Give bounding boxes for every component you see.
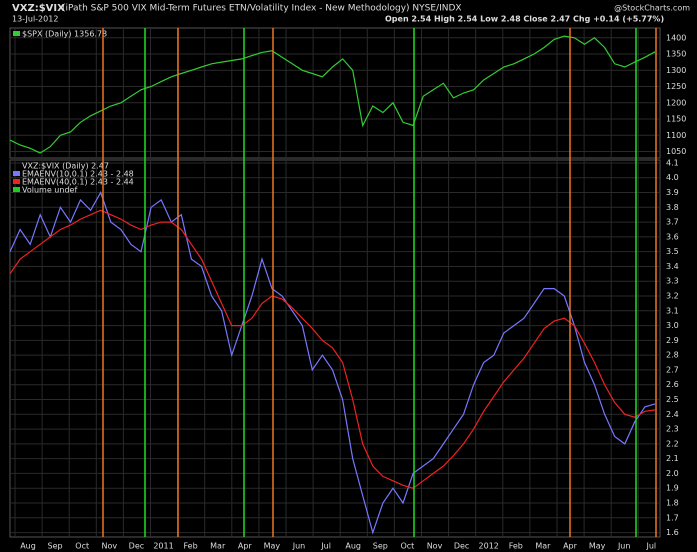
x-tick-label: Apr bbox=[238, 542, 253, 551]
source: @StockCharts.com bbox=[614, 4, 690, 13]
y-tick-label: 3.5 bbox=[666, 247, 679, 256]
y-tick-label: 4.0 bbox=[666, 173, 679, 182]
x-tick-label: Sep bbox=[373, 542, 388, 551]
y-tick-label: 2.3 bbox=[666, 425, 679, 434]
x-tick-label: 2012 bbox=[479, 542, 499, 551]
x-tick-label: Nov bbox=[101, 542, 117, 551]
y-tick-label: 3.8 bbox=[666, 203, 679, 212]
x-tick-label: 2011 bbox=[153, 542, 173, 551]
y-tick-label: 3.1 bbox=[666, 306, 679, 315]
y-tick-label: 1250 bbox=[666, 82, 686, 91]
chart-title: VXZ:$VIX bbox=[12, 3, 65, 14]
y-tick-label: 2.7 bbox=[666, 365, 679, 374]
subtitle: (iPath S&P 500 VIX Mid-Term Futures ETN/… bbox=[62, 4, 462, 14]
panel-title: VXZ:$VIX (Daily) 2.47 bbox=[22, 162, 109, 171]
bottom-panel bbox=[9, 159, 661, 538]
y-tick-label: 2.2 bbox=[666, 439, 679, 448]
y-tick-label: 3.6 bbox=[666, 232, 679, 241]
y-tick-label: 3.7 bbox=[666, 218, 679, 227]
y-tick-label: 1.8 bbox=[666, 498, 679, 507]
y-tick-label: 3.9 bbox=[666, 188, 679, 197]
y-tick-label: 1100 bbox=[666, 131, 686, 140]
y-tick-label: 2.0 bbox=[666, 469, 679, 478]
legend-label: Volume undef bbox=[22, 186, 77, 195]
x-tick-label: Aug bbox=[20, 542, 36, 551]
y-tick-label: 3.4 bbox=[666, 262, 679, 271]
x-tick-label: Apr bbox=[563, 542, 578, 551]
x-tick-label: Mar bbox=[210, 542, 226, 551]
y-tick-label: 1050 bbox=[666, 147, 686, 156]
x-tick-label: May bbox=[589, 542, 606, 551]
y-tick-label: 2.1 bbox=[666, 454, 679, 463]
y-tick-label: 1400 bbox=[666, 33, 686, 42]
legend-label: EMAENV(40,0.1) 2.43 - 2.44 bbox=[22, 178, 134, 187]
y-tick-label: 1200 bbox=[666, 98, 686, 107]
x-tick-label: Oct bbox=[75, 542, 89, 551]
y-tick-label: 3.3 bbox=[666, 277, 679, 286]
x-tick-label: Mar bbox=[535, 542, 551, 551]
legend-swatch bbox=[13, 179, 20, 184]
legend-swatch bbox=[13, 171, 20, 176]
x-tick-label: May bbox=[264, 542, 281, 551]
legend-swatch bbox=[13, 31, 20, 36]
x-tick-label: Nov bbox=[427, 542, 443, 551]
x-tick-label: Feb bbox=[509, 542, 523, 551]
x-tick-label: Dec bbox=[129, 542, 144, 551]
top-panel bbox=[9, 27, 661, 159]
y-tick-label: 4.1 bbox=[666, 158, 679, 167]
x-tick-label: Oct bbox=[400, 542, 414, 551]
legend-label: EMAENV(10,0.1) 2.43 - 2.48 bbox=[22, 170, 134, 179]
y-tick-label: 1350 bbox=[666, 50, 686, 59]
y-tick-label: 3.0 bbox=[666, 321, 679, 330]
y-tick-label: 1.9 bbox=[666, 484, 679, 493]
series-line bbox=[9, 35, 656, 154]
quote: Open 2.54 High 2.54 Low 2.48 Close 2.47 … bbox=[385, 15, 664, 24]
series-line bbox=[9, 191, 656, 535]
y-tick-label: 2.5 bbox=[666, 395, 679, 404]
y-tick-label: 1150 bbox=[666, 115, 686, 124]
x-tick-label: Jul bbox=[320, 542, 331, 551]
x-tick-label: Feb bbox=[184, 542, 198, 551]
x-tick-label: Jun bbox=[617, 542, 631, 551]
series-line bbox=[9, 209, 656, 489]
y-tick-label: 2.9 bbox=[666, 336, 679, 345]
y-tick-label: 1.6 bbox=[666, 528, 679, 537]
date: 13-Jul-2012 bbox=[12, 15, 58, 24]
x-tick-label: Jun bbox=[292, 542, 306, 551]
y-tick-label: 2.8 bbox=[666, 351, 679, 360]
legend-swatch bbox=[13, 187, 20, 192]
legend-label: $SPX (Daily) 1356.78 bbox=[22, 30, 107, 39]
y-tick-label: 2.4 bbox=[666, 410, 679, 419]
x-tick-label: Dec bbox=[454, 542, 469, 551]
x-tick-label: Jul bbox=[645, 542, 656, 551]
x-tick-label: Sep bbox=[48, 542, 63, 551]
y-tick-label: 3.2 bbox=[666, 292, 679, 301]
x-tick-label: Aug bbox=[345, 542, 361, 551]
y-tick-label: 2.6 bbox=[666, 380, 679, 389]
y-tick-label: 1300 bbox=[666, 66, 686, 75]
y-tick-label: 1.7 bbox=[666, 513, 679, 522]
